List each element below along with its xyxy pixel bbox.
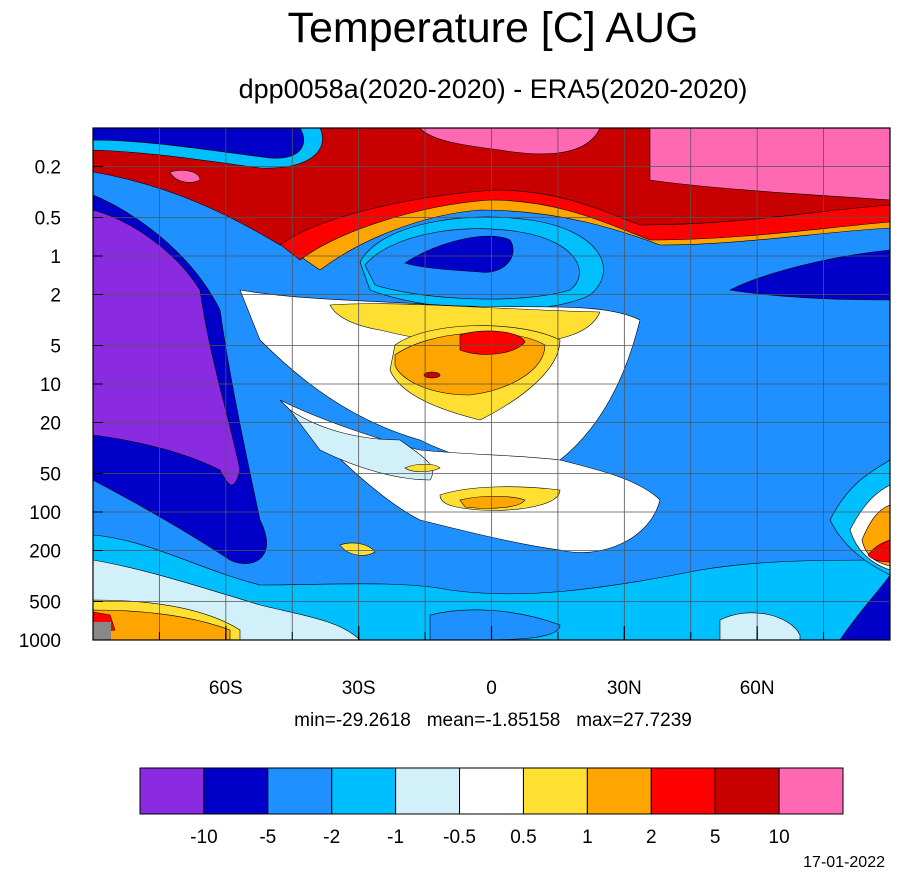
y-tick-label: 2	[50, 286, 61, 307]
y-tick-label: 20	[40, 414, 61, 435]
x-tick-label: 60N	[740, 678, 775, 699]
colorbar-swatch	[714, 767, 780, 815]
y-tick-label: 50	[40, 464, 61, 485]
chart-subtitle: dpp0058a(2020-2020) - ERA5(2020-2020)	[238, 74, 748, 104]
colorbar-swatch	[395, 767, 461, 815]
stat-mean: mean=-1.85158	[426, 710, 561, 731]
colorbar-label: 0.5	[510, 827, 536, 848]
y-tick-label: 500	[29, 592, 61, 613]
y-axis: 0.2 0.5 1 2 5 10 20 50 100 200 500 1000	[19, 158, 103, 652]
x-tick-label: 60S	[209, 678, 243, 699]
y-tick-label: 200	[29, 542, 61, 563]
colorbar-label: 2	[646, 827, 657, 848]
y-tick-label: 1000	[19, 631, 61, 652]
x-tick-label: 30S	[342, 678, 376, 699]
colorbar-label: 5	[710, 827, 721, 848]
colorbar-label: -5	[259, 827, 276, 848]
colorbar: -10 -5 -2 -1 -0.5 0.5 1 2 5 10	[139, 767, 844, 848]
y-tick-label: 100	[29, 503, 61, 524]
y-tick-label: 5	[50, 336, 61, 357]
colorbar-swatch	[778, 767, 844, 815]
colorbar-label: -1	[387, 827, 404, 848]
stat-max: max=27.7239	[576, 710, 692, 731]
colorbar-label: 10	[769, 827, 790, 848]
chart-title: Temperature [C] AUG	[287, 4, 699, 52]
colorbar-swatch	[331, 767, 397, 815]
colorbar-swatch	[459, 767, 524, 815]
colorbar-swatch	[139, 767, 205, 815]
colorbar-label: 1	[582, 827, 593, 848]
stat-min: min=-29.2618	[294, 710, 411, 731]
colorbar-label: -10	[190, 827, 217, 848]
colorbar-swatch	[203, 767, 269, 815]
colorbar-swatch	[267, 767, 333, 815]
date-label: 17-01-2022	[803, 854, 885, 871]
y-tick-label: 1	[50, 247, 61, 268]
y-tick-label: 0.2	[35, 158, 61, 179]
x-tick-label: 0	[486, 678, 497, 699]
colorbar-swatch	[650, 767, 716, 815]
y-tick-label: 0.5	[35, 208, 61, 229]
colorbar-swatch	[586, 767, 652, 815]
colorbar-swatch	[522, 767, 588, 815]
x-tick-label: 30N	[607, 678, 642, 699]
stats-line: min=-29.2618 mean=-1.85158 max=27.7239	[0, 710, 901, 732]
colorbar-label: -2	[323, 827, 340, 848]
x-axis: 60S 30S 0 30N 60N	[158, 626, 825, 699]
y-tick-label: 10	[40, 375, 61, 396]
colorbar-label: -0.5	[443, 827, 476, 848]
